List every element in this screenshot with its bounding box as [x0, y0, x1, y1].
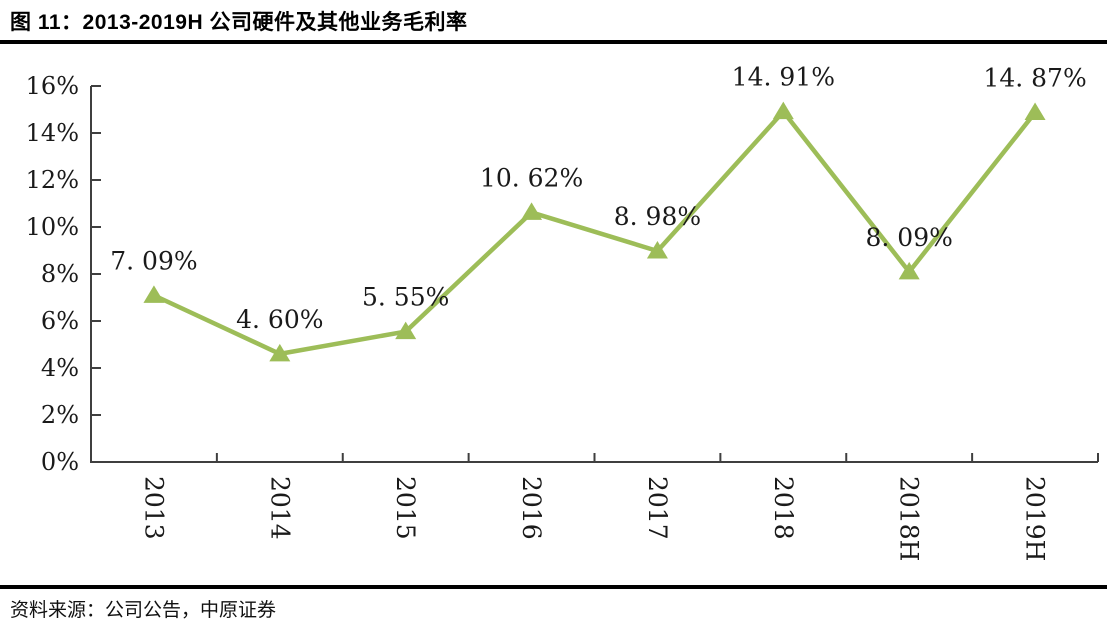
source-note: 资料来源：公司公告，中原证券 [10, 599, 277, 621]
data-point-marker [646, 240, 668, 259]
data-point-marker [772, 101, 794, 120]
y-axis-label: 0% [41, 448, 79, 476]
data-point-marker [395, 321, 417, 340]
data-point-marker [521, 202, 543, 220]
data-point-label: 10. 62% [480, 163, 583, 192]
figure-title: 图 11：2013-2019H 公司硬件及其他业务毛利率 [10, 11, 468, 34]
y-axis-label: 8% [41, 260, 79, 288]
series-line [151, 109, 1038, 357]
y-axis-label: 12% [26, 166, 79, 194]
x-axis-label: 2016 [517, 476, 546, 540]
data-point-label: 4. 60% [236, 305, 323, 334]
x-axis-label: 2018H [895, 476, 924, 561]
data-point-marker [143, 285, 165, 303]
x-axis-label: 2017 [643, 476, 672, 540]
title-divider-rule [0, 40, 1107, 44]
y-axis-label: 16% [26, 72, 79, 100]
x-axis-label: 2019H [1021, 476, 1050, 561]
y-axis-label: 6% [41, 307, 79, 335]
data-point-label: 7. 09% [110, 246, 197, 275]
data-point-marker [1024, 102, 1046, 121]
data-point-label: 8. 09% [866, 223, 953, 252]
footer-divider-rule [0, 585, 1107, 589]
y-axis-label: 2% [41, 401, 79, 429]
data-point-marker [898, 261, 920, 280]
data-point-marker [269, 343, 291, 362]
y-axis-label: 4% [41, 354, 79, 382]
x-axis-label: 2013 [139, 476, 168, 540]
y-axis-label: 14% [26, 119, 79, 147]
line-chart: 0% 2% 4% 6% 8% 10% 12% 14% 16% 2013 2014 2015 2016 20… [26, 63, 1099, 561]
x-axis-label: 2018 [769, 476, 798, 540]
x-axis-label: 2014 [265, 476, 294, 540]
data-point-label: 14. 87% [983, 64, 1086, 93]
data-point-label: 14. 91% [732, 63, 835, 92]
data-point-label: 8. 98% [614, 202, 701, 231]
x-axis-label: 2015 [391, 476, 420, 540]
y-axis-label: 10% [26, 213, 79, 241]
data-point-label: 5. 55% [362, 283, 449, 312]
